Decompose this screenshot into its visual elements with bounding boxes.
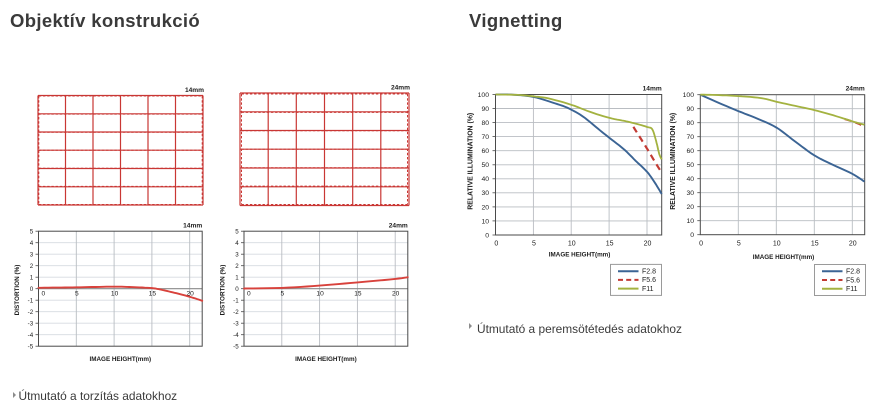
svg-text:30: 30	[481, 190, 489, 197]
svg-text:-4: -4	[233, 332, 239, 339]
svg-text:F11: F11	[846, 286, 858, 293]
svg-text:0: 0	[485, 232, 489, 239]
svg-text:-5: -5	[233, 343, 239, 350]
svg-text:2: 2	[30, 263, 34, 270]
svg-text:DISTORTION (%): DISTORTION (%)	[14, 265, 21, 316]
svg-text:-3: -3	[233, 320, 239, 327]
svg-text:3: 3	[235, 251, 239, 258]
svg-text:70: 70	[481, 134, 489, 141]
svg-text:10: 10	[481, 218, 489, 225]
svg-text:30: 30	[686, 190, 694, 197]
svg-text:5: 5	[235, 228, 239, 235]
svg-text:F5.6: F5.6	[642, 277, 656, 284]
svg-text:-2: -2	[233, 309, 239, 316]
svg-text:RELATIVE ILLUMINATION (%): RELATIVE ILLUMINATION (%)	[670, 113, 677, 210]
svg-text:10: 10	[111, 290, 119, 297]
svg-text:4: 4	[30, 240, 34, 247]
svg-text:IMAGE HEIGHT(mm): IMAGE HEIGHT(mm)	[549, 252, 611, 259]
svg-text:100: 100	[683, 92, 695, 99]
svg-text:5: 5	[737, 240, 741, 247]
svg-text:60: 60	[686, 148, 694, 155]
svg-text:0: 0	[247, 290, 251, 297]
svg-text:-4: -4	[28, 332, 34, 339]
svg-text:14mm: 14mm	[185, 87, 204, 94]
svg-text:10: 10	[568, 241, 576, 248]
svg-text:14mm: 14mm	[643, 86, 662, 93]
svg-text:20: 20	[644, 241, 652, 248]
svg-text:15: 15	[354, 290, 362, 297]
svg-text:3: 3	[30, 251, 34, 258]
svg-text:RELATIVE ILLUMINATION (%): RELATIVE ILLUMINATION (%)	[467, 113, 474, 210]
svg-text:1: 1	[30, 274, 34, 281]
svg-text:-5: -5	[28, 343, 34, 350]
svg-text:50: 50	[686, 162, 694, 169]
svg-text:5: 5	[75, 290, 79, 297]
svg-text:4: 4	[235, 240, 239, 247]
svg-text:10: 10	[773, 240, 781, 247]
svg-text:IMAGE HEIGHT(mm): IMAGE HEIGHT(mm)	[90, 356, 152, 363]
svg-text:IMAGE HEIGHT(mm): IMAGE HEIGHT(mm)	[753, 254, 815, 261]
svg-text:10: 10	[686, 218, 694, 225]
svg-text:F2.8: F2.8	[642, 269, 656, 276]
svg-text:0: 0	[699, 240, 703, 247]
svg-text:20: 20	[392, 290, 400, 297]
svg-text:0: 0	[42, 290, 46, 297]
svg-text:0: 0	[30, 286, 34, 293]
svg-text:DISTORTION (%): DISTORTION (%)	[220, 265, 227, 316]
svg-text:F5.6: F5.6	[846, 277, 860, 284]
svg-text:0: 0	[494, 241, 498, 248]
svg-text:15: 15	[149, 290, 157, 297]
svg-text:14mm: 14mm	[183, 222, 202, 229]
svg-text:-1: -1	[233, 297, 239, 304]
svg-text:0: 0	[690, 232, 694, 239]
svg-text:24mm: 24mm	[846, 86, 865, 93]
svg-text:100: 100	[478, 92, 490, 99]
svg-text:80: 80	[686, 120, 694, 127]
svg-text:20: 20	[187, 290, 195, 297]
svg-text:20: 20	[481, 204, 489, 211]
svg-text:50: 50	[481, 162, 489, 169]
svg-text:20: 20	[849, 240, 857, 247]
svg-text:0: 0	[235, 286, 239, 293]
svg-text:24mm: 24mm	[391, 85, 410, 92]
svg-text:F11: F11	[642, 286, 654, 293]
svg-text:15: 15	[811, 240, 819, 247]
svg-text:80: 80	[481, 120, 489, 127]
svg-text:-2: -2	[28, 309, 34, 316]
svg-text:2: 2	[235, 263, 239, 270]
svg-text:5: 5	[30, 228, 34, 235]
svg-text:90: 90	[481, 106, 489, 113]
svg-text:F2.8: F2.8	[846, 269, 860, 276]
svg-text:40: 40	[686, 176, 694, 183]
svg-text:24mm: 24mm	[389, 222, 408, 229]
svg-text:IMAGE HEIGHT(mm): IMAGE HEIGHT(mm)	[295, 356, 357, 363]
svg-text:15: 15	[606, 241, 614, 248]
svg-text:90: 90	[686, 106, 694, 113]
svg-text:10: 10	[316, 290, 324, 297]
svg-text:70: 70	[686, 134, 694, 141]
svg-text:-1: -1	[28, 297, 34, 304]
svg-text:1: 1	[235, 274, 239, 281]
svg-text:40: 40	[481, 176, 489, 183]
svg-text:20: 20	[686, 204, 694, 211]
svg-text:60: 60	[481, 148, 489, 155]
svg-text:5: 5	[532, 241, 536, 248]
svg-text:5: 5	[280, 290, 284, 297]
svg-text:-3: -3	[28, 320, 34, 327]
